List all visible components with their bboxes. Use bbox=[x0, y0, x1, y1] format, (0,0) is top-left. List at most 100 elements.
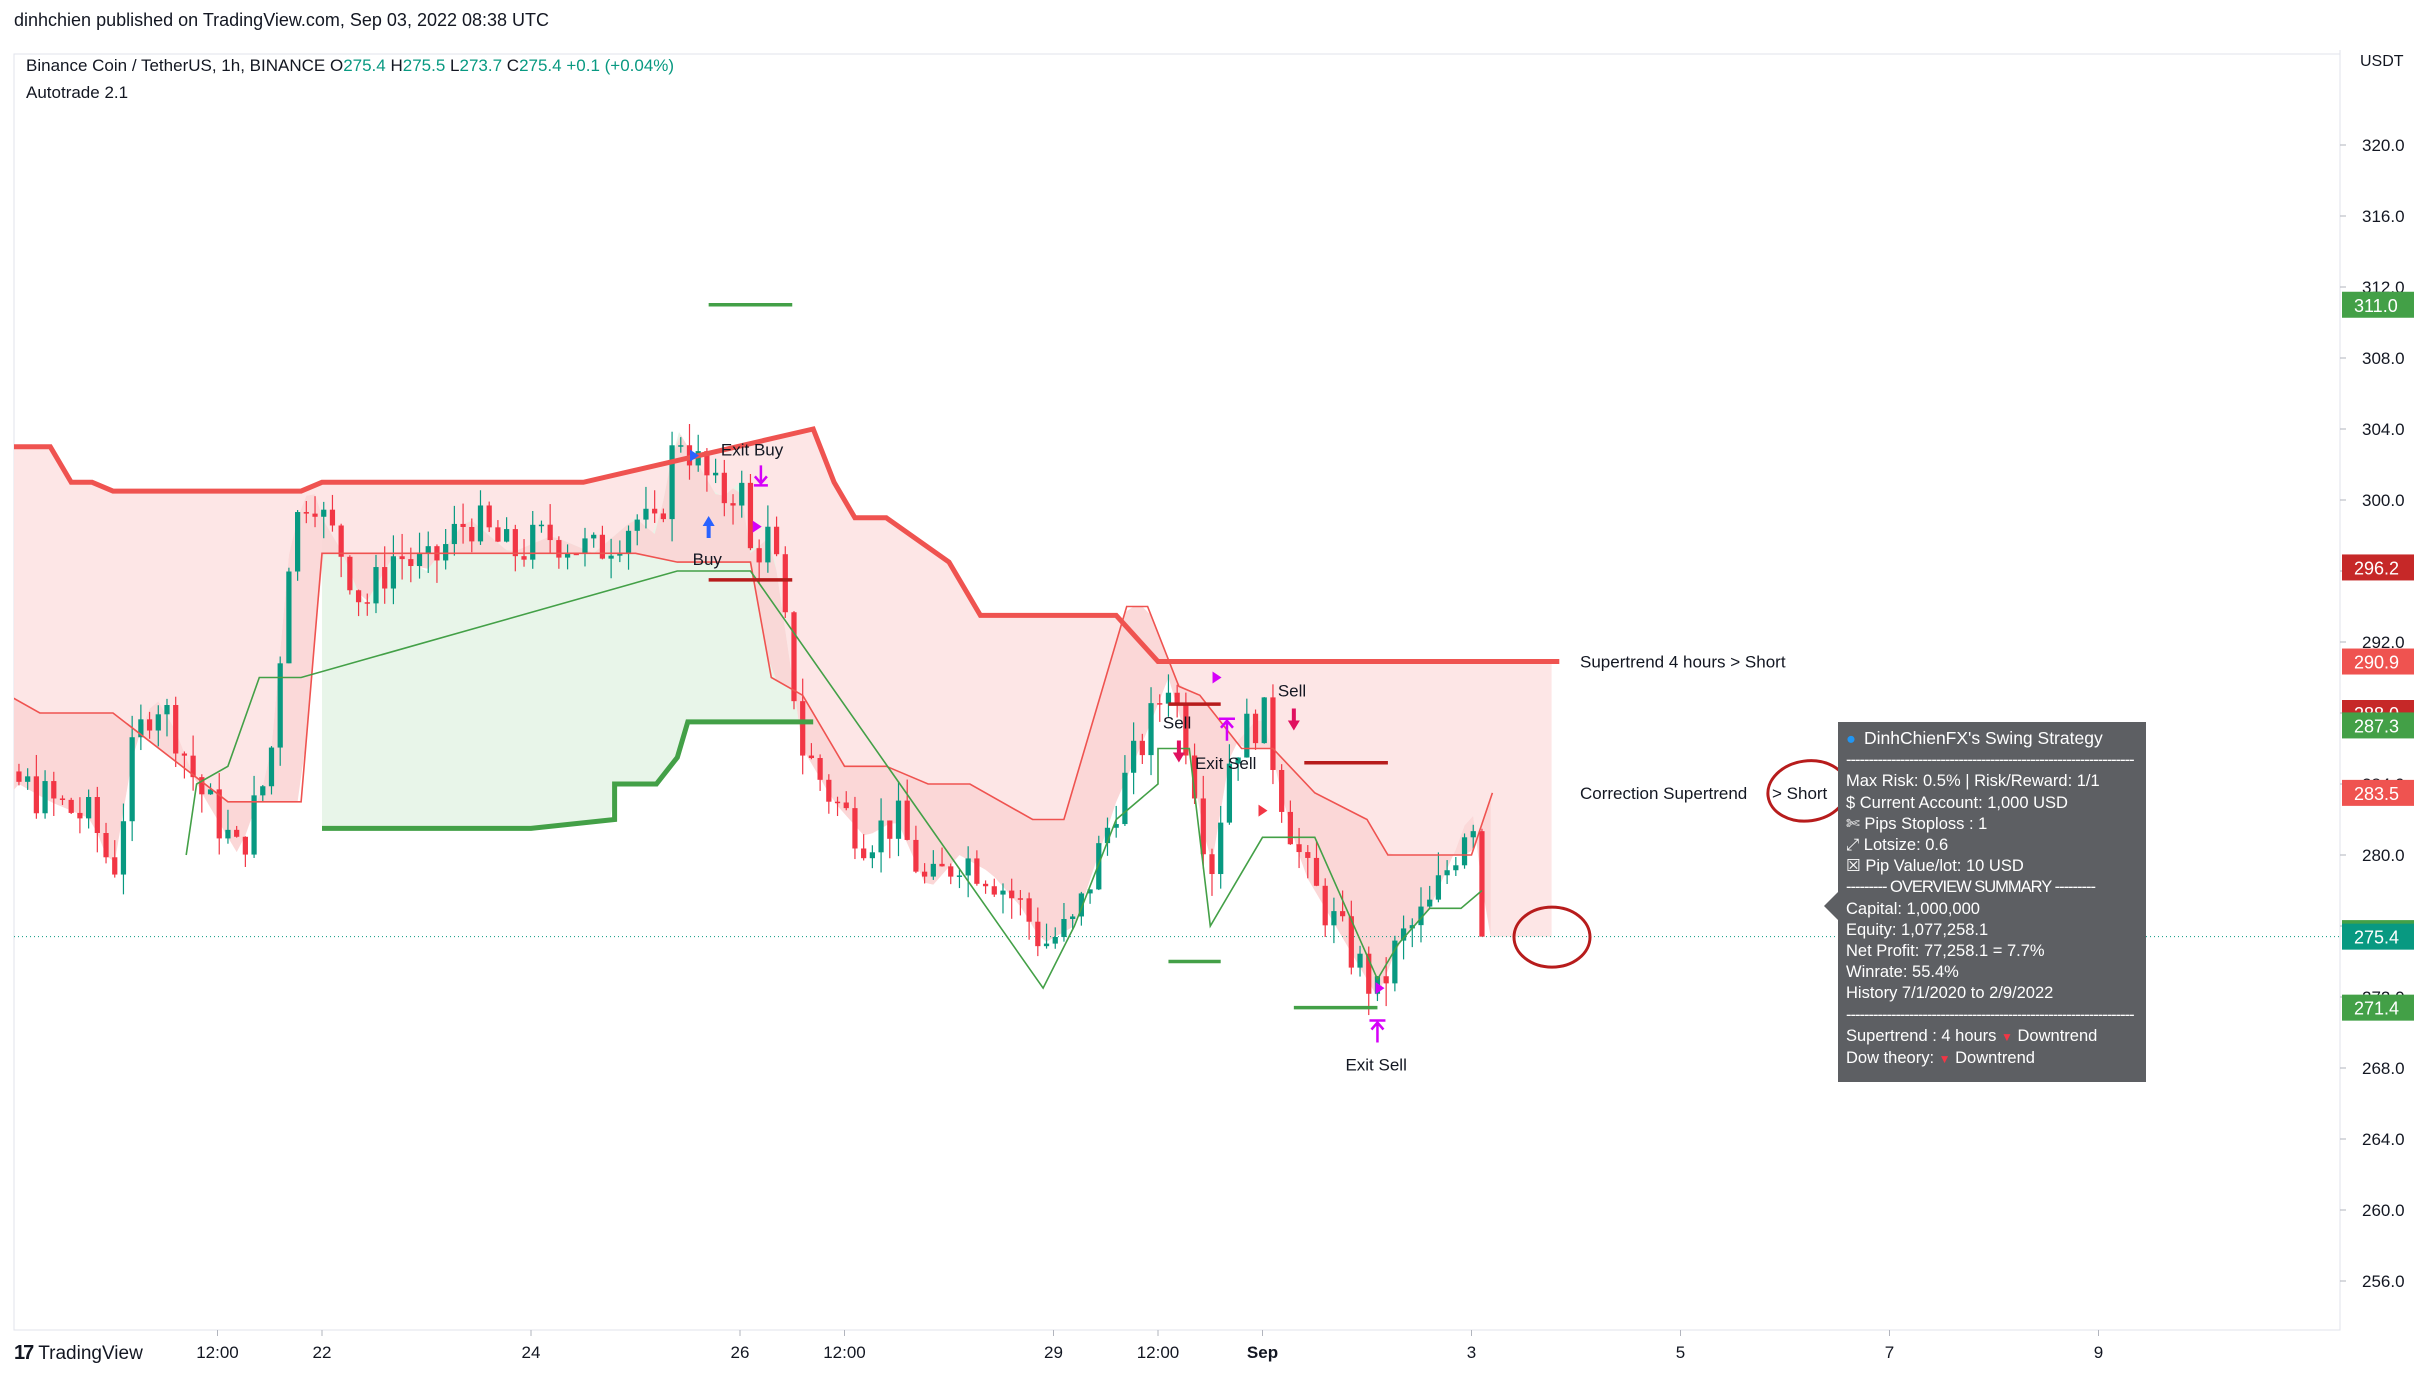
x-tick-label: 7 bbox=[1885, 1343, 1894, 1362]
candle-body bbox=[1453, 865, 1459, 871]
candle bbox=[86, 789, 92, 829]
candle-body bbox=[1383, 976, 1389, 984]
candle-body bbox=[1461, 837, 1468, 866]
candle bbox=[582, 527, 588, 567]
candle-body bbox=[599, 534, 606, 559]
candle-body bbox=[1139, 740, 1145, 756]
candle-body bbox=[164, 705, 170, 715]
candle-body bbox=[1435, 875, 1442, 900]
candle bbox=[1139, 733, 1145, 765]
candle bbox=[1131, 722, 1137, 795]
candle-body bbox=[1305, 852, 1311, 858]
candle bbox=[1113, 805, 1119, 838]
y-tick-label: 316.0 bbox=[2362, 207, 2405, 226]
open-value: 275.4 bbox=[343, 56, 386, 75]
candle bbox=[1461, 833, 1468, 869]
candle-body bbox=[103, 833, 109, 858]
candle-body bbox=[1348, 916, 1354, 968]
candle bbox=[225, 809, 231, 844]
candle bbox=[843, 791, 849, 811]
candle bbox=[51, 771, 57, 816]
candle bbox=[1235, 757, 1241, 781]
candle-body bbox=[460, 523, 466, 527]
candle bbox=[791, 611, 797, 710]
candle bbox=[138, 704, 144, 751]
candle-body bbox=[1026, 898, 1032, 922]
exit-buy-signal-label: Exit Buy bbox=[721, 440, 784, 459]
candle bbox=[869, 845, 875, 869]
candle-body bbox=[181, 753, 188, 756]
candle-body bbox=[1113, 824, 1119, 828]
candle bbox=[861, 834, 867, 861]
candle bbox=[660, 508, 666, 523]
plot-area bbox=[14, 303, 2340, 1043]
panel-divider: ----------------------------------------… bbox=[1846, 751, 2135, 770]
trade-marker-icon bbox=[1375, 982, 1385, 995]
candle-body bbox=[42, 781, 48, 814]
candle-body bbox=[443, 544, 449, 561]
candle bbox=[103, 822, 109, 864]
candle-body bbox=[51, 781, 57, 799]
y-tick-label: 300.0 bbox=[2362, 491, 2405, 510]
indicator-name[interactable]: Autotrade 2.1 bbox=[26, 83, 129, 102]
candle-body bbox=[1078, 893, 1084, 917]
candle bbox=[321, 501, 327, 539]
candle bbox=[486, 501, 492, 532]
candle bbox=[1348, 900, 1354, 975]
account-line: $ Current Account: 1,000 USD bbox=[1846, 793, 2068, 812]
trade-marker-icon bbox=[752, 520, 762, 533]
candle bbox=[1226, 744, 1233, 825]
candle-body bbox=[1009, 890, 1015, 899]
candle bbox=[1313, 841, 1320, 887]
sell-arrow-icon bbox=[1287, 708, 1300, 731]
candle bbox=[965, 846, 971, 898]
candle bbox=[852, 796, 858, 860]
candle-body bbox=[1244, 713, 1250, 758]
candle-body bbox=[1087, 889, 1093, 894]
candle bbox=[1392, 935, 1398, 992]
winrate-line: Winrate: 55.4% bbox=[1846, 963, 1959, 982]
candle-body bbox=[1052, 937, 1058, 944]
candle bbox=[1148, 687, 1154, 776]
symbol-info[interactable]: Binance Coin / TetherUS, 1h, BINANCE O27… bbox=[26, 52, 674, 79]
candle bbox=[94, 786, 100, 853]
candle-body bbox=[486, 505, 492, 528]
candle-body bbox=[382, 567, 388, 589]
candle bbox=[260, 785, 266, 802]
buy-signal-label: Buy bbox=[693, 550, 723, 569]
candle-body bbox=[521, 556, 527, 560]
price-tag bbox=[2342, 648, 2414, 675]
candle-body bbox=[721, 472, 727, 504]
candle bbox=[765, 505, 771, 573]
price-tag-label: 275.4 bbox=[2354, 928, 2399, 948]
candle bbox=[721, 459, 727, 517]
dow-state: Downtrend bbox=[1955, 1049, 2035, 1068]
candle-body bbox=[260, 786, 266, 796]
candle-body bbox=[338, 525, 344, 557]
price-tag-label: 290.9 bbox=[2354, 653, 2399, 673]
x-tick-label: 5 bbox=[1676, 1343, 1685, 1362]
candle-body bbox=[77, 812, 83, 819]
candle-body bbox=[225, 829, 231, 839]
candle bbox=[190, 735, 196, 791]
tradingview-logo[interactable]: 17 TradingView bbox=[14, 1342, 143, 1365]
candle-body bbox=[329, 509, 336, 526]
candle bbox=[1000, 883, 1006, 914]
candle bbox=[538, 520, 545, 533]
supertrend-state: Downtrend bbox=[2017, 1026, 2098, 1045]
candle-body bbox=[530, 524, 536, 560]
candle-body bbox=[608, 555, 614, 559]
candle bbox=[286, 567, 292, 664]
candle-body bbox=[451, 523, 457, 545]
candle-body bbox=[1035, 921, 1041, 947]
candle bbox=[1340, 890, 1346, 922]
candle-body bbox=[1287, 811, 1293, 845]
candle bbox=[295, 510, 301, 581]
candle-body bbox=[756, 548, 762, 563]
candle-body bbox=[991, 886, 997, 895]
publisher-line: dinhchien published on TradingView.com, … bbox=[14, 10, 550, 30]
candle-body bbox=[16, 771, 22, 782]
change-value: +0.1 (+0.04%) bbox=[566, 56, 675, 75]
candle-body bbox=[869, 852, 875, 859]
